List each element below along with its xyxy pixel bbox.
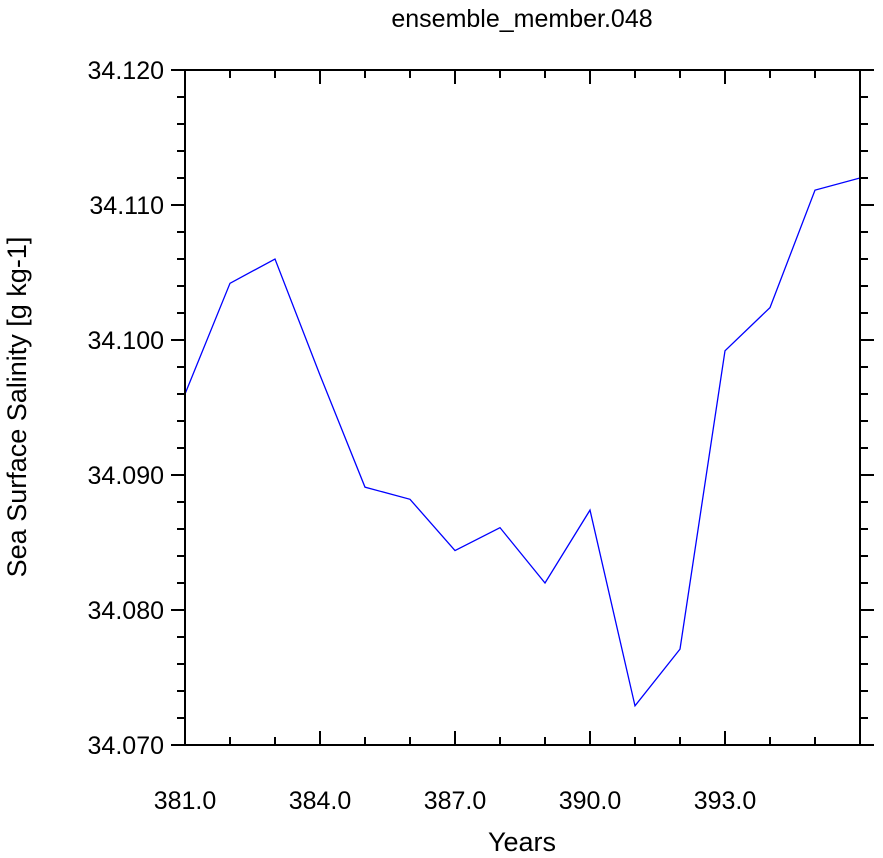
y-axis-label: Sea Surface Salinity [g kg-1] — [2, 237, 32, 578]
x-tick-label: 387.0 — [424, 787, 487, 815]
x-tick-label: 384.0 — [289, 787, 352, 815]
tick-marks — [171, 69, 874, 746]
plot-frame — [184, 69, 861, 746]
y-tick-label: 34.090 — [88, 462, 164, 490]
series-line — [185, 177, 860, 708]
y-tick-label: 34.110 — [89, 192, 164, 220]
x-tick-label: 390.0 — [559, 787, 622, 815]
y-tick-label: 34.080 — [88, 597, 164, 625]
plot-area — [185, 177, 860, 708]
x-tick-label: 393.0 — [694, 787, 757, 815]
tick-labels: 381.0 384.0 387.0 390.0 393.0 34.070 34.080 34.… — [88, 57, 757, 815]
x-axis-label: Years — [488, 827, 556, 857]
y-tick-label: 34.120 — [88, 57, 164, 85]
chart-title: ensemble_member.048 — [391, 5, 652, 33]
y-tick-label: 34.070 — [88, 732, 164, 760]
x-tick-label: 381.0 — [154, 787, 217, 815]
y-tick-label: 34.100 — [88, 327, 164, 355]
